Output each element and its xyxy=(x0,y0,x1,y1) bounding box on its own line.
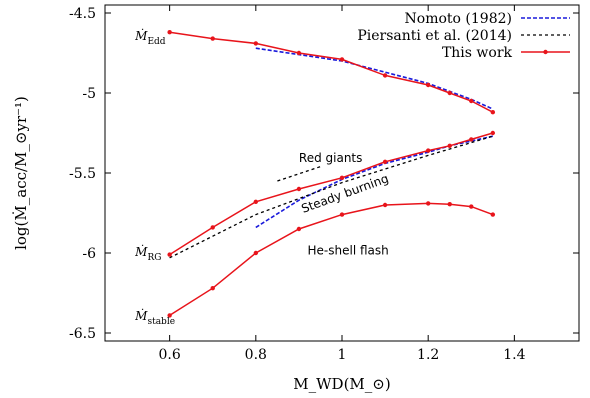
legend-swatch-point xyxy=(543,49,548,55)
series-2-line-2 xyxy=(277,165,321,182)
legend-label: This work xyxy=(442,45,513,61)
series-3-line-1 xyxy=(169,31,494,113)
series-1-line-2 xyxy=(255,135,493,229)
x-axis-label: M_WD(M_⊙) xyxy=(293,375,390,393)
series-3-point xyxy=(339,212,345,217)
curve-label: ṀEdd xyxy=(134,28,166,47)
curve-label-subscript: stable xyxy=(147,317,175,327)
series-3-line-2 xyxy=(169,132,494,256)
y-tick-label: -6 xyxy=(82,246,96,262)
series-3-point xyxy=(447,90,452,96)
series-3-point xyxy=(339,57,345,62)
series-3-point xyxy=(447,143,452,148)
series-3-point xyxy=(425,82,431,88)
x-tick-label: 1 xyxy=(338,347,347,363)
data-layer xyxy=(167,30,496,318)
curve-label-subscript: Edd xyxy=(147,37,165,47)
curve-label: ṀRG xyxy=(134,244,161,263)
x-tick-label: 1.2 xyxy=(417,347,439,363)
x-tick-label: 0.6 xyxy=(159,347,181,363)
series-3-point xyxy=(253,250,259,256)
series-3-point xyxy=(167,313,172,318)
y-tick-label: -6.5 xyxy=(69,326,96,342)
series-3-point xyxy=(382,202,388,208)
curve-label-symbol: Ṁ xyxy=(134,308,148,323)
series-3-point xyxy=(490,130,496,136)
series-3-point xyxy=(425,148,431,153)
curve-label-symbol: Ṁ xyxy=(134,244,148,259)
series-3-point xyxy=(339,175,345,180)
series-1-line-1 xyxy=(255,47,494,110)
x-tick-label: 0.8 xyxy=(245,347,267,363)
series-3-point xyxy=(425,201,431,206)
y-tick-label: -4.5 xyxy=(69,6,96,22)
series-3-point xyxy=(469,98,474,104)
y-axis-label: log(Ṁ_acc/M_⊙yr⁻¹) xyxy=(12,96,30,250)
series-3-point xyxy=(490,110,496,115)
series-3-point xyxy=(296,50,302,56)
y-tick-label: -5.5 xyxy=(69,166,96,182)
curve-label: Ṁstable xyxy=(134,308,175,327)
series-3-point xyxy=(210,286,215,291)
series-3-point xyxy=(382,159,388,164)
series-3-point xyxy=(490,212,496,217)
series-3-point xyxy=(167,252,172,257)
curve-label-subscript: RG xyxy=(147,253,161,263)
series-3-point xyxy=(167,30,172,35)
x-tick-label: 1.4 xyxy=(503,347,525,363)
series-3-point xyxy=(210,225,215,230)
series-3-point xyxy=(447,202,452,207)
region-annotation: Red giants xyxy=(299,151,362,165)
curve-label-symbol: Ṁ xyxy=(134,28,148,43)
series-3-point xyxy=(382,73,388,78)
legend: Nomoto (1982)Piersanti et al. (2014)This… xyxy=(357,11,570,61)
region-annotation: He-shell flash xyxy=(308,244,389,258)
series-2-line-1 xyxy=(169,135,493,259)
series-3-point xyxy=(469,137,474,142)
legend-label: Nomoto (1982) xyxy=(405,11,512,27)
legend-label: Piersanti et al. (2014) xyxy=(357,28,512,44)
series-3-point xyxy=(469,204,474,209)
series-3-point xyxy=(253,199,259,204)
series-3-point xyxy=(210,36,215,41)
series-3-point xyxy=(296,226,302,232)
series-3-point xyxy=(253,41,259,46)
series-3-point xyxy=(296,186,302,192)
series-3-line-3 xyxy=(169,202,494,317)
y-tick-label: -5 xyxy=(82,86,96,102)
